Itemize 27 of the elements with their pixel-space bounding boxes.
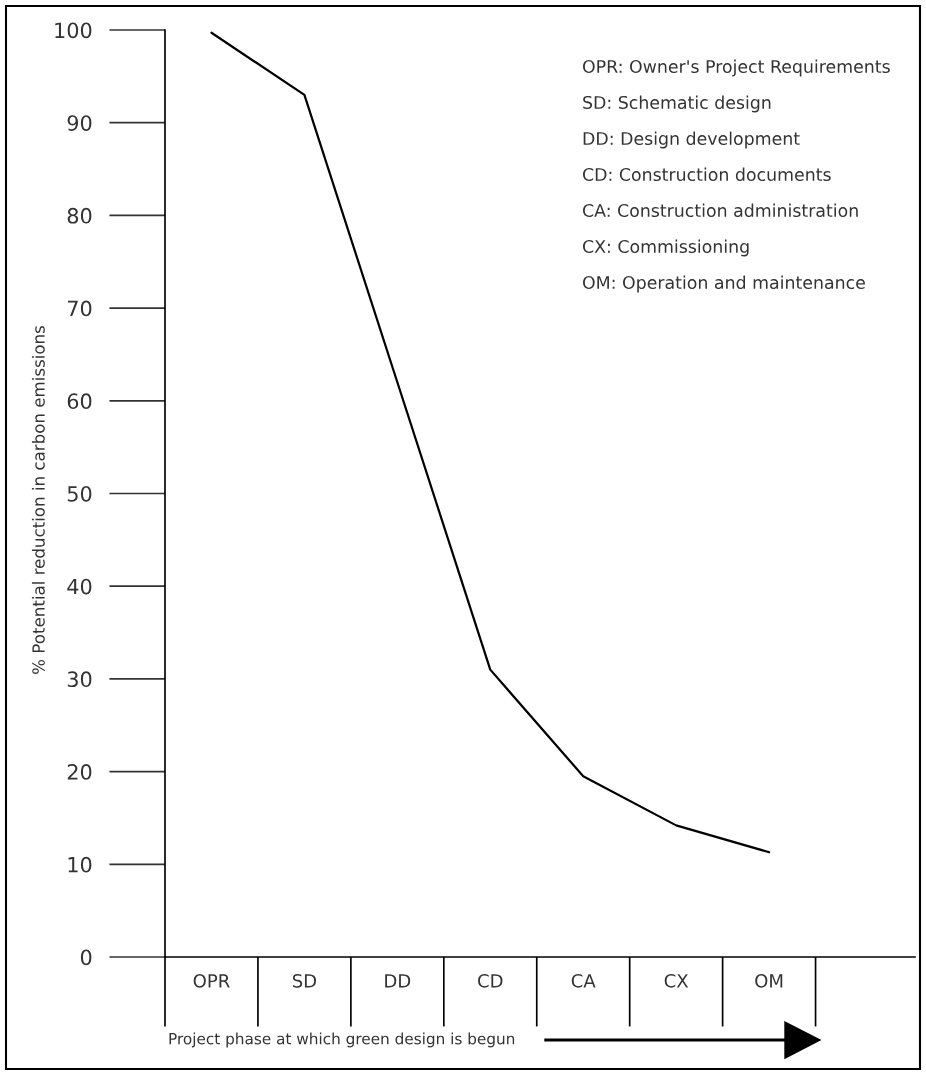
annotation: CD: Construction documents (582, 167, 831, 182)
x-tick-label: DD (385, 974, 411, 988)
annotation: CA: Construction administration (582, 203, 858, 218)
x-tick-label: CX (664, 973, 689, 988)
y-tick-label: 40 (67, 578, 92, 595)
annotation: OPR: Owner's Project Requirements (582, 59, 890, 77)
y-tick-label: 10 (68, 856, 92, 873)
y-tick-label: 100 (55, 22, 92, 39)
y-tick-label: 30 (67, 671, 92, 688)
x-tick-label: OPR (193, 973, 230, 988)
y-tick-label: 0 (80, 949, 92, 966)
x-tick-label: CD (478, 973, 503, 988)
y-tick-label: 80 (67, 207, 92, 224)
x-tick-label: OM (755, 973, 783, 988)
x-tick-label: CA (571, 973, 596, 988)
y-tick-label: 90 (67, 115, 92, 131)
y-axis-title: % Potential reduction in carbon emissions (31, 326, 45, 674)
annotation: CX: Commissioning (582, 239, 749, 257)
y-tick-label: 70 (67, 300, 92, 317)
y-tick-label: 50 (67, 485, 92, 502)
x-tick-label: SD (292, 973, 317, 988)
annotation: OM: Operation and maintenance (582, 275, 865, 293)
annotation: DD: Design development (583, 131, 800, 149)
y-tick-label: 20 (67, 764, 92, 780)
x-axis-title: Project phase at which green design is begun (169, 1032, 515, 1048)
y-tick-label: 60 (67, 393, 92, 410)
annotation: SD: Schematic design (583, 95, 771, 113)
